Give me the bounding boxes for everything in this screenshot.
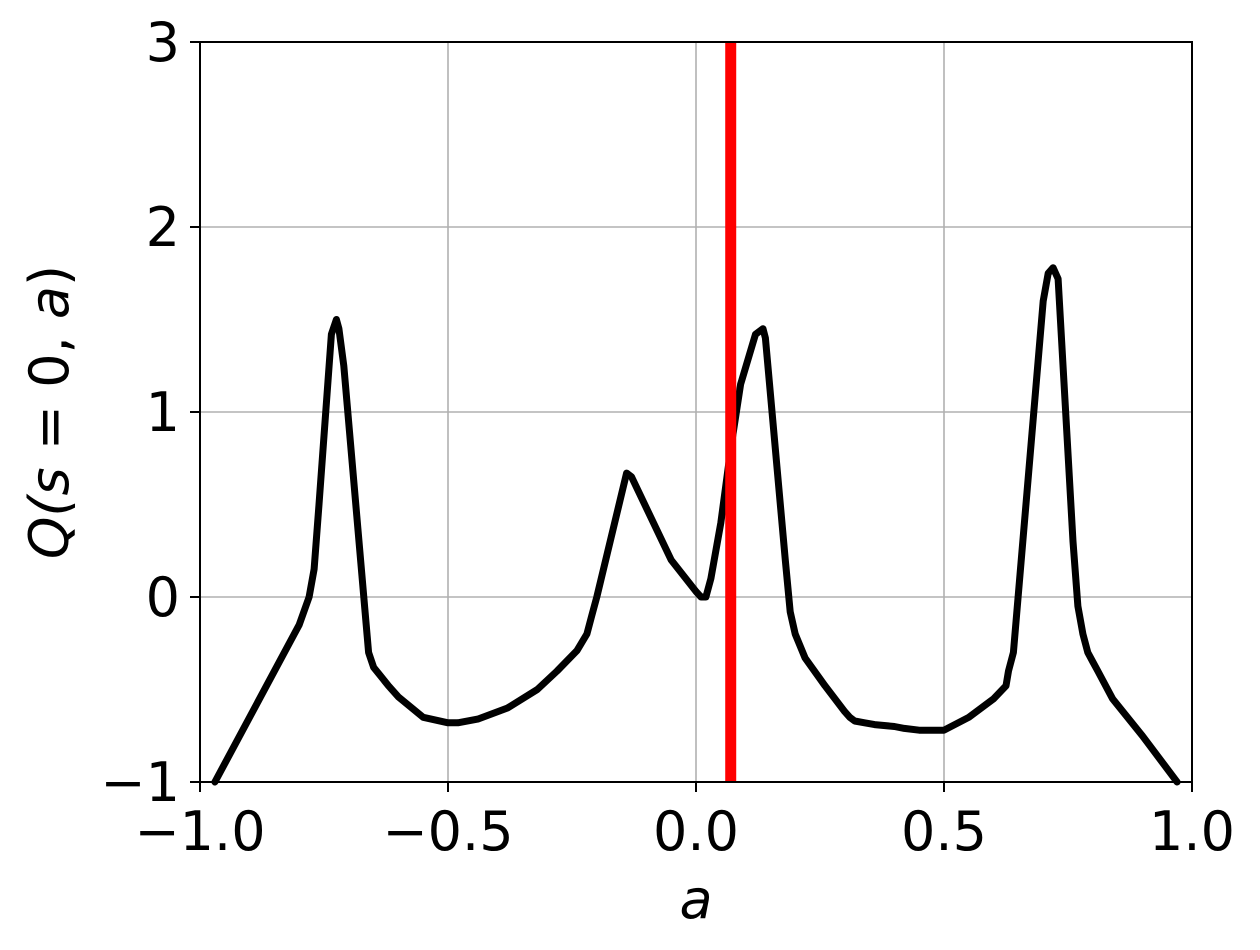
x-tick-label: 1.0 [1149, 800, 1235, 863]
y-tick-label: 3 [146, 11, 180, 74]
series-line [211, 264, 1181, 786]
axis-ticks: −1.0 −0.5 0.0 0.5 1.0 −1 0 1 2 3 [100, 11, 1235, 863]
y-tick-label: 2 [146, 196, 180, 259]
x-tick-label: −1.0 [134, 800, 265, 863]
x-tick-label: 0.5 [901, 800, 987, 863]
x-tick-label: 0.0 [653, 800, 739, 863]
y-tick-label: 0 [146, 566, 180, 629]
y-tick-label: 1 [146, 381, 180, 444]
y-axis-label-part: = 0, [18, 319, 81, 467]
y-axis-label: Q(s = 0, a) [18, 265, 81, 559]
y-axis-label-part: ) [18, 265, 81, 286]
y-axis-label-part: s [18, 467, 81, 495]
y-axis-label-part: Q( [18, 493, 81, 560]
plot-area [211, 42, 1181, 786]
x-tick-label: −0.5 [382, 800, 513, 863]
y-axis-label-part: a [18, 286, 81, 319]
y-tick-label: −1 [100, 751, 180, 814]
x-axis-label: a [679, 868, 712, 931]
